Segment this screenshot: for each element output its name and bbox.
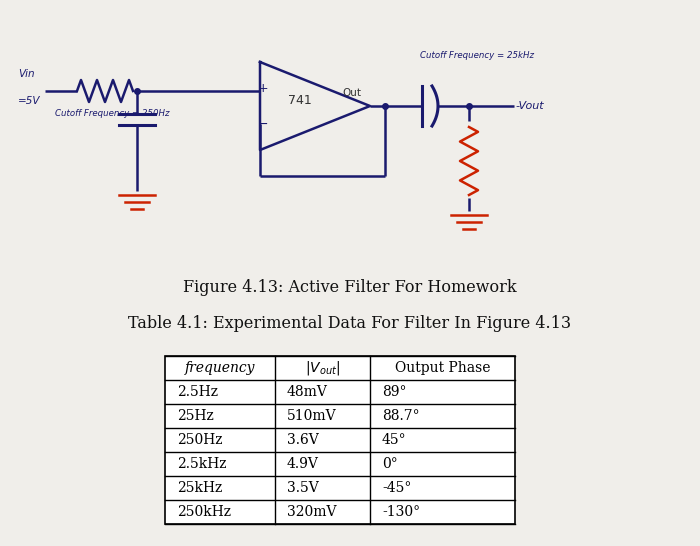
- Text: Cutoff Frequency = 250Hz: Cutoff Frequency = 250Hz: [55, 109, 169, 118]
- Text: Cutoff Frequency = 25kHz: Cutoff Frequency = 25kHz: [420, 51, 534, 60]
- Text: frequency: frequency: [185, 361, 256, 375]
- Text: Vin: Vin: [18, 69, 34, 79]
- Text: 89°: 89°: [382, 385, 407, 399]
- Text: -45°: -45°: [382, 481, 412, 495]
- Text: Output Phase: Output Phase: [395, 361, 490, 375]
- Text: 320mV: 320mV: [287, 505, 337, 519]
- Text: 88.7°: 88.7°: [382, 409, 419, 423]
- Text: 250Hz: 250Hz: [177, 433, 223, 447]
- Text: 3.6V: 3.6V: [287, 433, 318, 447]
- Text: -Vout: -Vout: [516, 101, 545, 111]
- Text: -130°: -130°: [382, 505, 420, 519]
- Text: 250kHz: 250kHz: [177, 505, 231, 519]
- Text: +: +: [258, 81, 268, 94]
- Text: $|V_{out}|$: $|V_{out}|$: [304, 359, 340, 377]
- Text: Figure 4.13: Active Filter For Homework: Figure 4.13: Active Filter For Homework: [183, 280, 517, 296]
- Text: Out: Out: [342, 88, 361, 98]
- Text: Table 4.1: Experimental Data For Filter In Figure 4.13: Table 4.1: Experimental Data For Filter …: [128, 316, 572, 333]
- Text: 25kHz: 25kHz: [177, 481, 223, 495]
- Text: 510mV: 510mV: [287, 409, 337, 423]
- Text: 4.9V: 4.9V: [287, 457, 319, 471]
- Text: 2.5Hz: 2.5Hz: [177, 385, 218, 399]
- Bar: [165, 356, 515, 524]
- Text: 2.5kHz: 2.5kHz: [177, 457, 227, 471]
- Text: 3.5V: 3.5V: [287, 481, 318, 495]
- Text: =5V: =5V: [18, 96, 41, 106]
- Text: 45°: 45°: [382, 433, 407, 447]
- Text: 0°: 0°: [382, 457, 398, 471]
- Text: 48mV: 48mV: [287, 385, 328, 399]
- Text: 741: 741: [288, 94, 312, 108]
- Text: −: −: [258, 117, 268, 130]
- Text: 25Hz: 25Hz: [177, 409, 214, 423]
